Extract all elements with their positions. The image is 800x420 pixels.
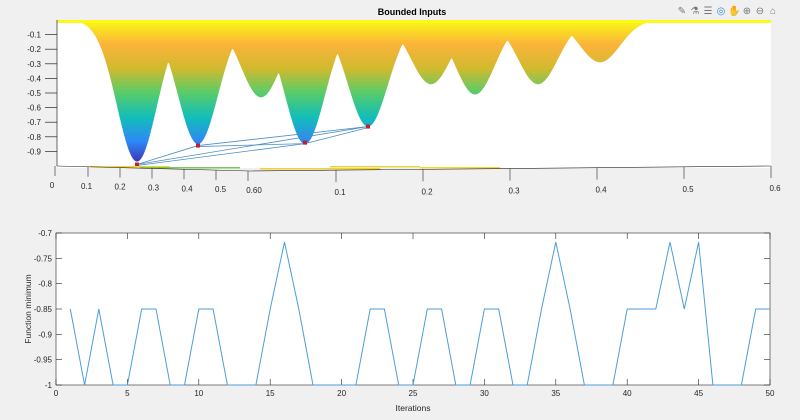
svg-text:20: 20 xyxy=(337,389,346,398)
axis-ticks: 0 5 10 15 20 25 30 35 40 45 50 -1 -0.95 -0.9 -0.85 -0.8… xyxy=(34,229,775,398)
svg-text:0: 0 xyxy=(50,181,55,190)
minimum-marker xyxy=(366,124,370,129)
svg-text:45: 45 xyxy=(694,389,703,398)
svg-text:-0.5: -0.5 xyxy=(27,89,41,98)
minimum-marker xyxy=(135,162,139,167)
svg-text:0.3: 0.3 xyxy=(508,187,520,196)
chart-title: Bounded Inputs xyxy=(378,7,447,17)
svg-text:-0.4: -0.4 xyxy=(27,74,41,83)
svg-text:5: 5 xyxy=(125,389,130,398)
minimum-marker xyxy=(196,143,200,148)
svg-text:-0.6: -0.6 xyxy=(27,104,41,113)
svg-text:10: 10 xyxy=(194,389,203,398)
home-icon[interactable]: ⌂ xyxy=(769,6,777,17)
svg-text:-0.7: -0.7 xyxy=(38,229,52,238)
zoom-in-icon[interactable]: ⊕ xyxy=(742,6,752,17)
svg-text:30: 30 xyxy=(480,389,489,398)
svg-text:-0.9: -0.9 xyxy=(38,330,52,339)
svg-text:0.3: 0.3 xyxy=(148,183,160,192)
data-cursor-icon[interactable]: ⚗ xyxy=(690,6,700,17)
svg-text:15: 15 xyxy=(266,389,275,398)
zoom-out-icon[interactable]: ⊖ xyxy=(755,6,765,17)
svg-text:-0.3: -0.3 xyxy=(27,60,41,69)
svg-text:25: 25 xyxy=(409,389,418,398)
svg-text:-1: -1 xyxy=(45,381,53,390)
svg-text:40: 40 xyxy=(623,389,632,398)
legend-icon[interactable]: ☰ xyxy=(703,6,713,17)
search-path-lines xyxy=(90,124,500,170)
svg-text:-0.1: -0.1 xyxy=(27,31,41,40)
function-minimum-series xyxy=(69,241,770,386)
svg-text:0.2: 0.2 xyxy=(421,187,433,196)
surface-axes: -0.1 -0.2 -0.3 -0.4 -0.5 -0.6 -0.7 -0.8 -0.9 0 0.1… xyxy=(27,20,781,197)
svg-text:-0.8: -0.8 xyxy=(27,133,41,142)
svg-text:-0.85: -0.85 xyxy=(34,305,53,314)
svg-text:-0.95: -0.95 xyxy=(34,356,53,365)
svg-text:0.1: 0.1 xyxy=(334,188,346,197)
line-plot[interactable]: 0 5 10 15 20 25 30 35 40 45 50 -1 -0.95 -0.9 -0.85 -0.8… xyxy=(23,229,775,413)
y-axis-label: Function minimum xyxy=(23,274,33,343)
axes-toolbar: ✎ ⚗ ☰ ◎ ✋ ⊕ ⊖ ⌂ xyxy=(676,5,779,19)
x-axis-label: Iterations xyxy=(396,403,431,413)
plot-area xyxy=(55,232,771,386)
svg-text:0: 0 xyxy=(54,389,59,398)
svg-text:50: 50 xyxy=(766,389,775,398)
svg-text:0.2: 0.2 xyxy=(114,183,126,192)
svg-text:0.60: 0.60 xyxy=(246,186,262,195)
brush-icon[interactable]: ✎ xyxy=(677,6,687,17)
svg-text:-0.8: -0.8 xyxy=(38,280,52,289)
minimum-marker xyxy=(303,140,307,145)
svg-text:0.6: 0.6 xyxy=(769,184,781,193)
svg-text:-0.2: -0.2 xyxy=(27,45,41,54)
rotate-3d-icon[interactable]: ◎ xyxy=(716,6,726,17)
svg-text:0.5: 0.5 xyxy=(215,185,227,194)
svg-text:0.1: 0.1 xyxy=(81,182,93,191)
surface-mesh xyxy=(57,20,771,168)
svg-text:0.4: 0.4 xyxy=(181,184,193,193)
svg-text:0.5: 0.5 xyxy=(682,185,694,194)
surface-plot[interactable]: Bounded Inputs -0.1-0.2-0.3-0.4-0.5-0.6-… xyxy=(27,7,781,197)
svg-text:-0.9: -0.9 xyxy=(27,147,41,156)
pan-icon[interactable]: ✋ xyxy=(728,6,741,17)
svg-text:-0.7: -0.7 xyxy=(27,118,41,127)
svg-text:35: 35 xyxy=(551,389,560,398)
svg-text:-0.75: -0.75 xyxy=(34,254,53,263)
svg-text:0.4: 0.4 xyxy=(595,186,607,195)
